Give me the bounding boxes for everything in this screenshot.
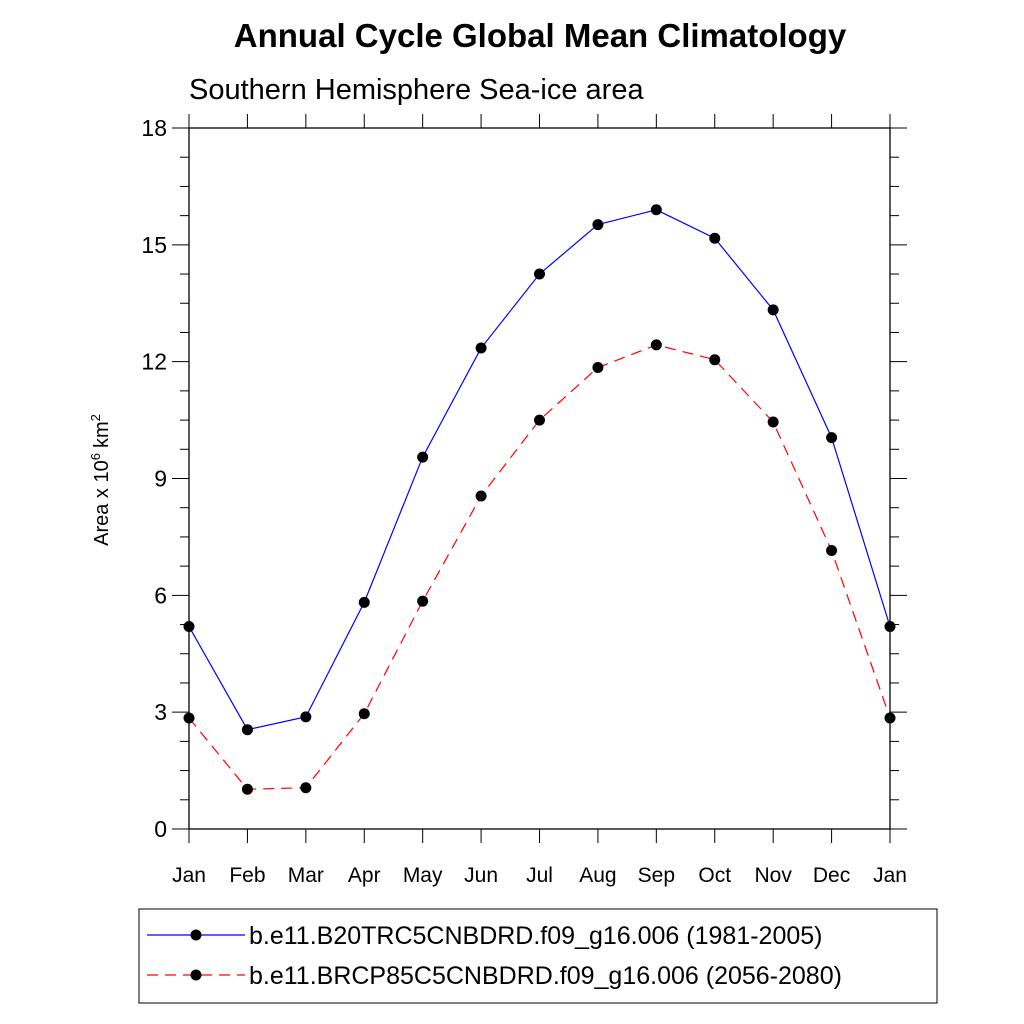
data-point [709,232,721,244]
data-point [417,451,429,463]
data-point [183,620,195,632]
data-point [358,596,370,608]
x-tick-label: May [403,864,443,887]
data-point [826,545,838,557]
data-point [241,724,253,736]
data-point [592,362,604,374]
data-point [300,782,312,794]
x-tick-label: Mar [288,864,324,887]
data-point [592,219,604,231]
data-point [417,595,429,607]
data-point [650,204,662,216]
series-line [188,209,891,731]
y-tick-label: 0 [154,816,167,842]
legend-marker [190,969,202,981]
data-point [183,712,195,724]
y-tick-label: 15 [141,232,167,258]
y-tick-label: 6 [154,582,167,608]
series-2 [183,339,896,795]
chart-title: Annual Cycle Global Mean Climatology [234,17,847,54]
x-tick-label: Apr [348,864,381,887]
data-point [300,711,312,723]
x-tick-label: Dec [813,864,850,887]
data-point [241,783,253,795]
legend: b.e11.B20TRC5CNBDRD.f09_g16.006 (1981-20… [147,922,842,990]
y-tick-labels: 0 3 6 9 12 15 18 [141,115,167,842]
x-tick-labels: Jan Feb Mar Apr May Jun Jul Aug Sep Oct Nov Dec Jan [172,864,907,887]
series-1 [183,204,896,736]
data-point [358,708,370,720]
series-line [188,344,891,790]
data-point [709,354,721,366]
plot-frame [188,127,891,830]
data-point [767,304,779,316]
chart-subtitle: Southern Hemisphere Sea-ice area [189,74,644,106]
legend-marker [190,929,202,941]
data-point [534,268,545,280]
x-tick-label: Oct [698,864,731,887]
x-tick-label: Jul [526,864,553,887]
legend-box [138,908,938,1004]
y-tick-label: 3 [154,699,167,725]
x-tick-label: Nov [754,864,792,887]
x-tick-label: Jun [464,864,498,887]
y-tick-label: 12 [141,349,167,375]
data-point [475,490,487,502]
x-tick-label: Feb [229,864,265,887]
series-layer [183,204,896,795]
data-point [767,416,779,428]
y-tick-label: 18 [141,115,167,141]
data-point [884,712,896,724]
axis-ticks [172,114,907,843]
legend-label: b.e11.B20TRC5CNBDRD.f09_g16.006 (1981-20… [249,922,823,950]
x-tick-label: Jan [172,864,206,887]
data-point [884,620,896,632]
data-point [650,339,662,351]
y-tick-label: 9 [154,466,167,492]
y-axis-label: Area x 106km2 [88,414,113,546]
legend-label: b.e11.BRCP85C5CNBDRD.f09_g16.006 (2056-2… [249,962,842,990]
x-tick-label: Sep [638,864,675,887]
data-point [826,432,838,444]
data-point [534,414,545,426]
x-tick-label: Jan [873,864,907,887]
data-point [475,342,487,354]
x-tick-label: Aug [579,864,616,887]
